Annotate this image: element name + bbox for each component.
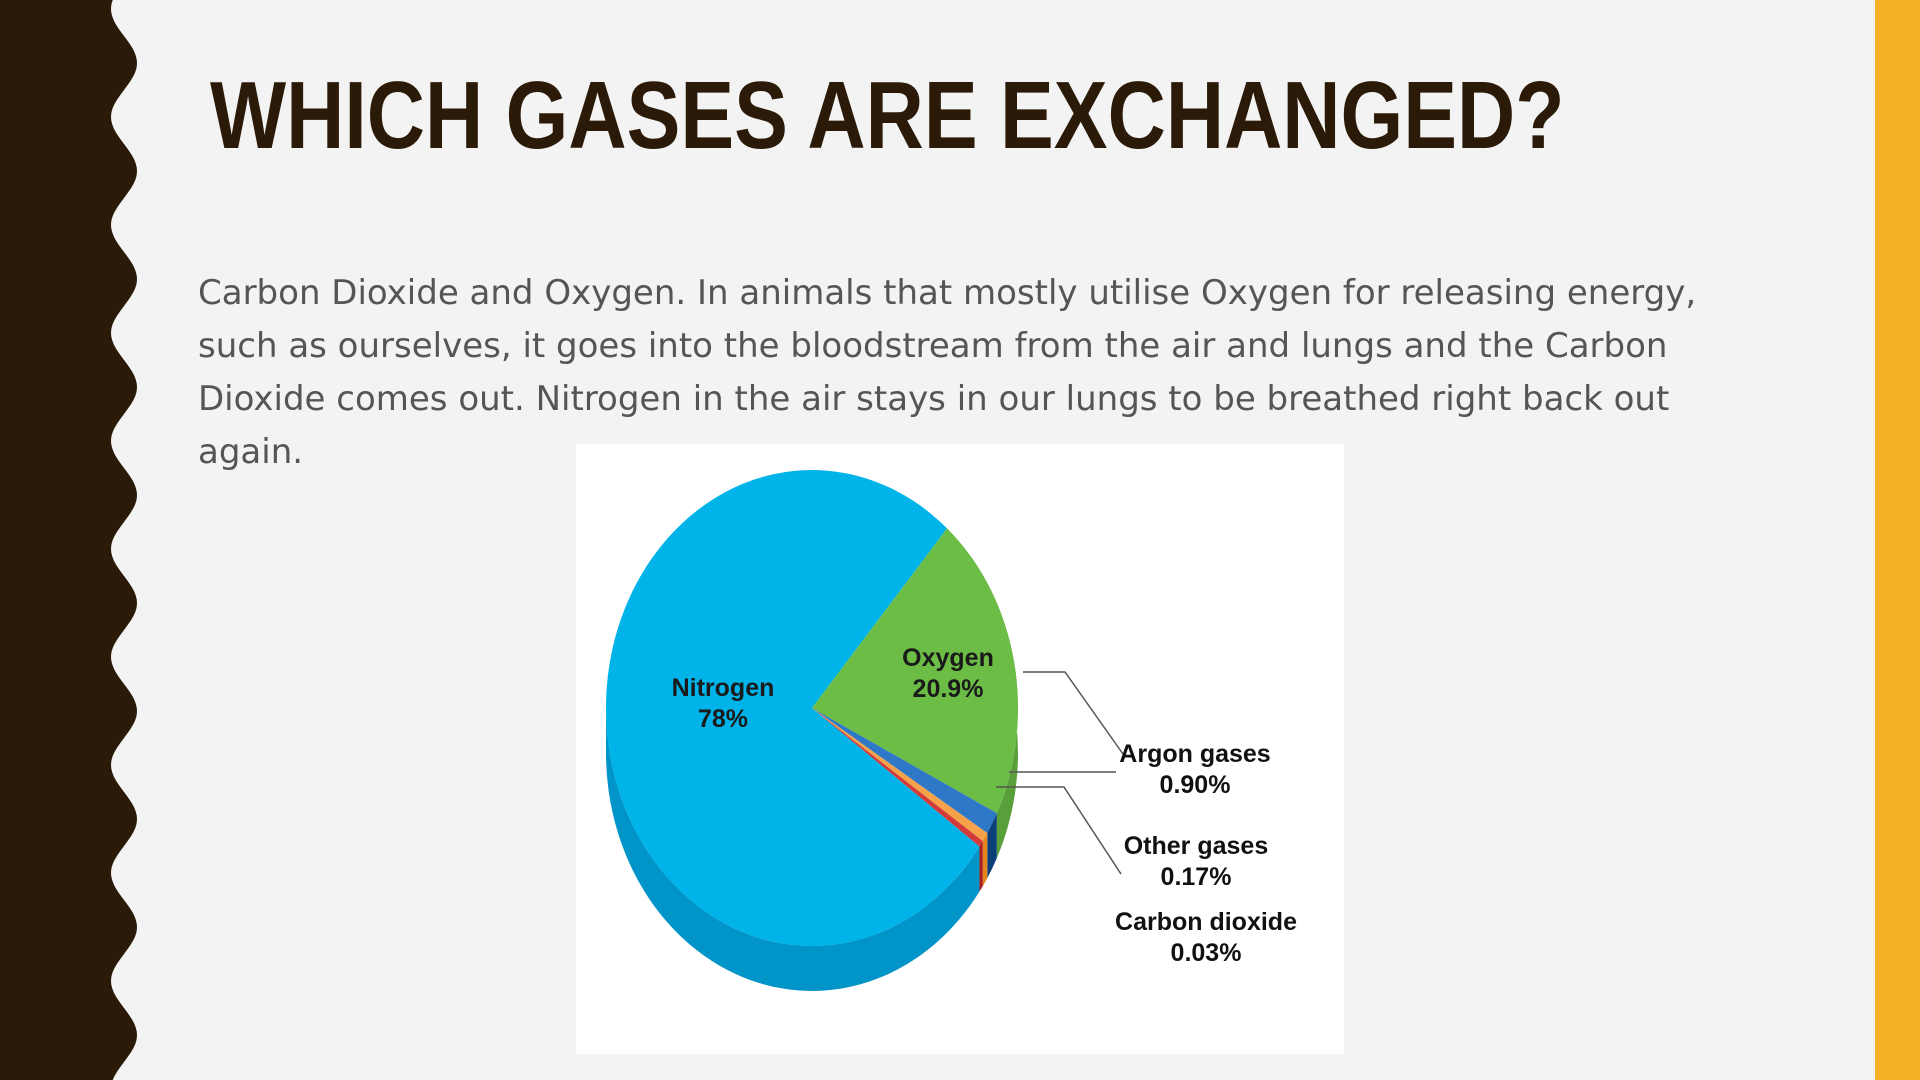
pie-slice-oxygen <box>812 528 1018 814</box>
pie-slices <box>605 470 1018 947</box>
pie-rim-nitrogen <box>606 708 980 991</box>
slide-body-text: Carbon Dioxide and Oxygen. In animals th… <box>198 273 1697 472</box>
pie-rim-other-gases <box>982 833 988 887</box>
pie-chart: Nitrogen 78% Oxygen 20.9% Argon gases 0.90% Ot… <box>605 470 1297 991</box>
pie-slice-carbon-dioxide <box>812 708 983 847</box>
slice-value-argon-gases: 0.90% <box>1160 771 1231 799</box>
wavy-border-shape <box>0 0 137 1080</box>
slice-value-oxygen: 20.9% <box>913 675 984 703</box>
pie-chart-card: Nitrogen 78% Oxygen 20.9% Argon gases 0.90% Ot… <box>576 444 1344 1054</box>
slice-value-other-gases: 0.17% <box>1161 863 1232 891</box>
slice-label-nitrogen: Nitrogen <box>672 674 775 702</box>
pie-slice-other-gases <box>812 708 988 842</box>
slice-label-oxygen: Oxygen <box>902 644 994 672</box>
slice-label-argon-gases: Argon gases <box>1119 740 1270 768</box>
slice-label-carbon-dioxide: Carbon dioxide <box>1115 908 1297 936</box>
slice-label-other-gases: Other gases <box>1124 832 1269 860</box>
pie-slice-argon-gases <box>812 708 997 834</box>
pie-slice-nitrogen <box>605 470 980 947</box>
leader-line-argon-gases <box>1023 671 1124 755</box>
slice-value-nitrogen: 78% <box>698 705 748 733</box>
wavy-left-border <box>0 0 137 1080</box>
pie-rim-argon-gases <box>987 813 997 879</box>
right-accent-bar <box>1875 0 1920 1080</box>
leader-line-carbon-dioxide <box>996 786 1122 875</box>
pie-rim-carbon-dioxide <box>979 841 983 892</box>
slice-value-carbon-dioxide: 0.03% <box>1171 939 1242 967</box>
slide-title: WHICH GASES ARE EXCHANGED? <box>210 62 1565 169</box>
